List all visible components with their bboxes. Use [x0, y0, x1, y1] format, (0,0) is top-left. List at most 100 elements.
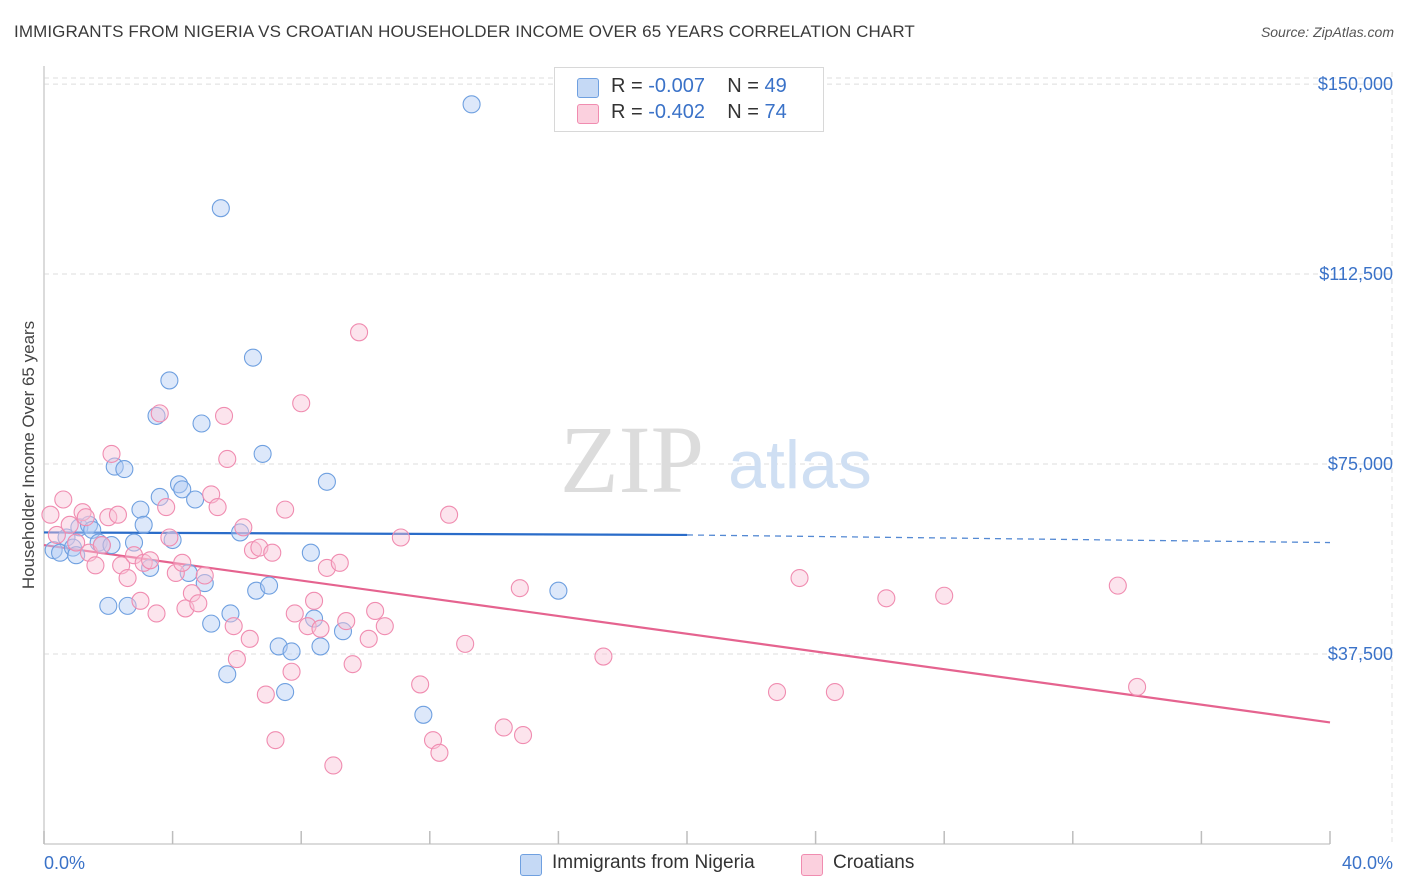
axes: [43, 66, 1331, 845]
chart-title: IMMIGRANTS FROM NIGERIA VS CROATIAN HOUS…: [14, 22, 915, 41]
croatians-point: [173, 553, 192, 572]
croatians-point: [86, 556, 105, 575]
legend-r-value-nigeria: -0.007: [648, 75, 705, 97]
nigeria-point: [549, 581, 568, 600]
croatians-point: [67, 533, 86, 552]
nigeria-point: [160, 371, 179, 390]
croatians-point: [166, 563, 185, 583]
croatians-point: [141, 551, 160, 570]
croatians-point: [189, 594, 208, 613]
legend-r-label: R =: [611, 101, 649, 123]
croatians-point: [285, 604, 304, 623]
croatians-point: [276, 500, 295, 519]
croatians-point: [256, 685, 275, 704]
trend-lines: [43, 531, 1331, 724]
croatians-point: [330, 553, 349, 572]
legend-n-value-nigeria: 49: [764, 75, 787, 97]
croatians-point: [182, 584, 201, 603]
nigeria-trend-line: [43, 531, 688, 537]
croatians-point: [350, 323, 369, 342]
nigeria-trend-extension: [686, 534, 1331, 544]
nigeria-point: [131, 500, 150, 519]
nigeria-point: [124, 533, 144, 552]
nigeria-point: [150, 487, 169, 507]
nigeria-point: [231, 523, 250, 542]
nigeria-point: [169, 475, 189, 494]
nigeria-point: [311, 637, 330, 656]
croatians-point: [214, 406, 234, 425]
croatians-point: [108, 505, 127, 524]
croatians-point: [510, 579, 529, 598]
croatians-point: [240, 629, 259, 648]
croatians-point: [41, 505, 60, 524]
croatians-point: [227, 650, 246, 669]
legend-r-value-croatians: -0.402: [648, 101, 705, 123]
croatians-point: [54, 490, 73, 509]
nigeria-point: [102, 536, 121, 555]
nigeria-point: [186, 490, 205, 509]
legend-swatch-croatians: [801, 854, 823, 876]
nigeria-point: [333, 622, 353, 641]
nigeria-point: [305, 609, 324, 628]
legend-n-label: N =: [727, 101, 765, 123]
croatians-point: [324, 756, 343, 775]
legend-swatch-croatians: [577, 104, 599, 124]
tick-labels: $37,500 $75,000 $112,500 $150,000 0.0% 40.0%: [44, 74, 1393, 873]
croatians-point: [311, 619, 330, 638]
nigeria-point: [243, 348, 263, 367]
data-points: [41, 95, 1147, 775]
croatians-point: [305, 591, 324, 610]
nigeria-point: [163, 530, 182, 550]
nigeria-point: [462, 95, 481, 114]
x-tick-label: 40.0%: [1342, 853, 1393, 873]
y-tick-label: $150,000: [1318, 74, 1393, 94]
croatians-point: [494, 718, 513, 737]
croatians-point: [150, 404, 169, 423]
croatians-point: [73, 503, 92, 522]
watermark-zip: ZIP: [560, 406, 704, 513]
nigeria-point: [147, 406, 166, 425]
croatians-point: [343, 655, 362, 674]
nigeria-point: [414, 705, 433, 724]
croatians-point: [767, 682, 787, 702]
nigeria-point: [211, 199, 230, 218]
nigeria-point: [195, 574, 214, 593]
legend-label-croatians: Croatians: [833, 852, 915, 873]
croatians-point: [92, 536, 111, 555]
croatians-point: [594, 647, 613, 666]
croatians-point: [160, 528, 179, 547]
nigeria-point: [218, 665, 237, 684]
legend-n-value-croatians: 74: [764, 101, 787, 123]
croatians-point: [224, 617, 243, 636]
nigeria-point: [173, 480, 192, 499]
source-credit: Source: ZipAtlas.com: [1260, 24, 1394, 40]
nigeria-point: [282, 642, 301, 661]
croatians-point: [118, 568, 137, 588]
croatians-point: [266, 731, 285, 750]
croatians-point: [76, 508, 95, 527]
croatians-trend-line: [43, 544, 1331, 724]
grid-lines: [44, 72, 1393, 844]
y-tick-label: $75,000: [1328, 454, 1393, 474]
legend-swatch-nigeria: [520, 854, 542, 876]
croatians-point: [47, 525, 66, 545]
nigeria-point: [202, 614, 221, 633]
croatians-point: [102, 444, 121, 463]
croatians-point: [157, 498, 176, 517]
nigeria-point: [192, 414, 211, 433]
croatians-point: [234, 518, 253, 537]
croatians-point: [195, 566, 214, 585]
series-legend: Immigrants from Nigeria Croatians: [0, 852, 1406, 878]
croatians-point: [430, 743, 449, 762]
croatians-point: [790, 568, 809, 588]
croatians-point: [208, 498, 227, 517]
croatians-point: [359, 629, 378, 648]
legend-label-nigeria: Immigrants from Nigeria: [552, 852, 755, 873]
croatians-point: [60, 515, 79, 534]
croatians-point: [825, 682, 844, 702]
y-tick-label: $37,500: [1328, 644, 1393, 664]
croatians-point: [411, 675, 430, 694]
croatians-point: [147, 604, 166, 623]
watermark: ZIP atlas: [560, 406, 872, 513]
